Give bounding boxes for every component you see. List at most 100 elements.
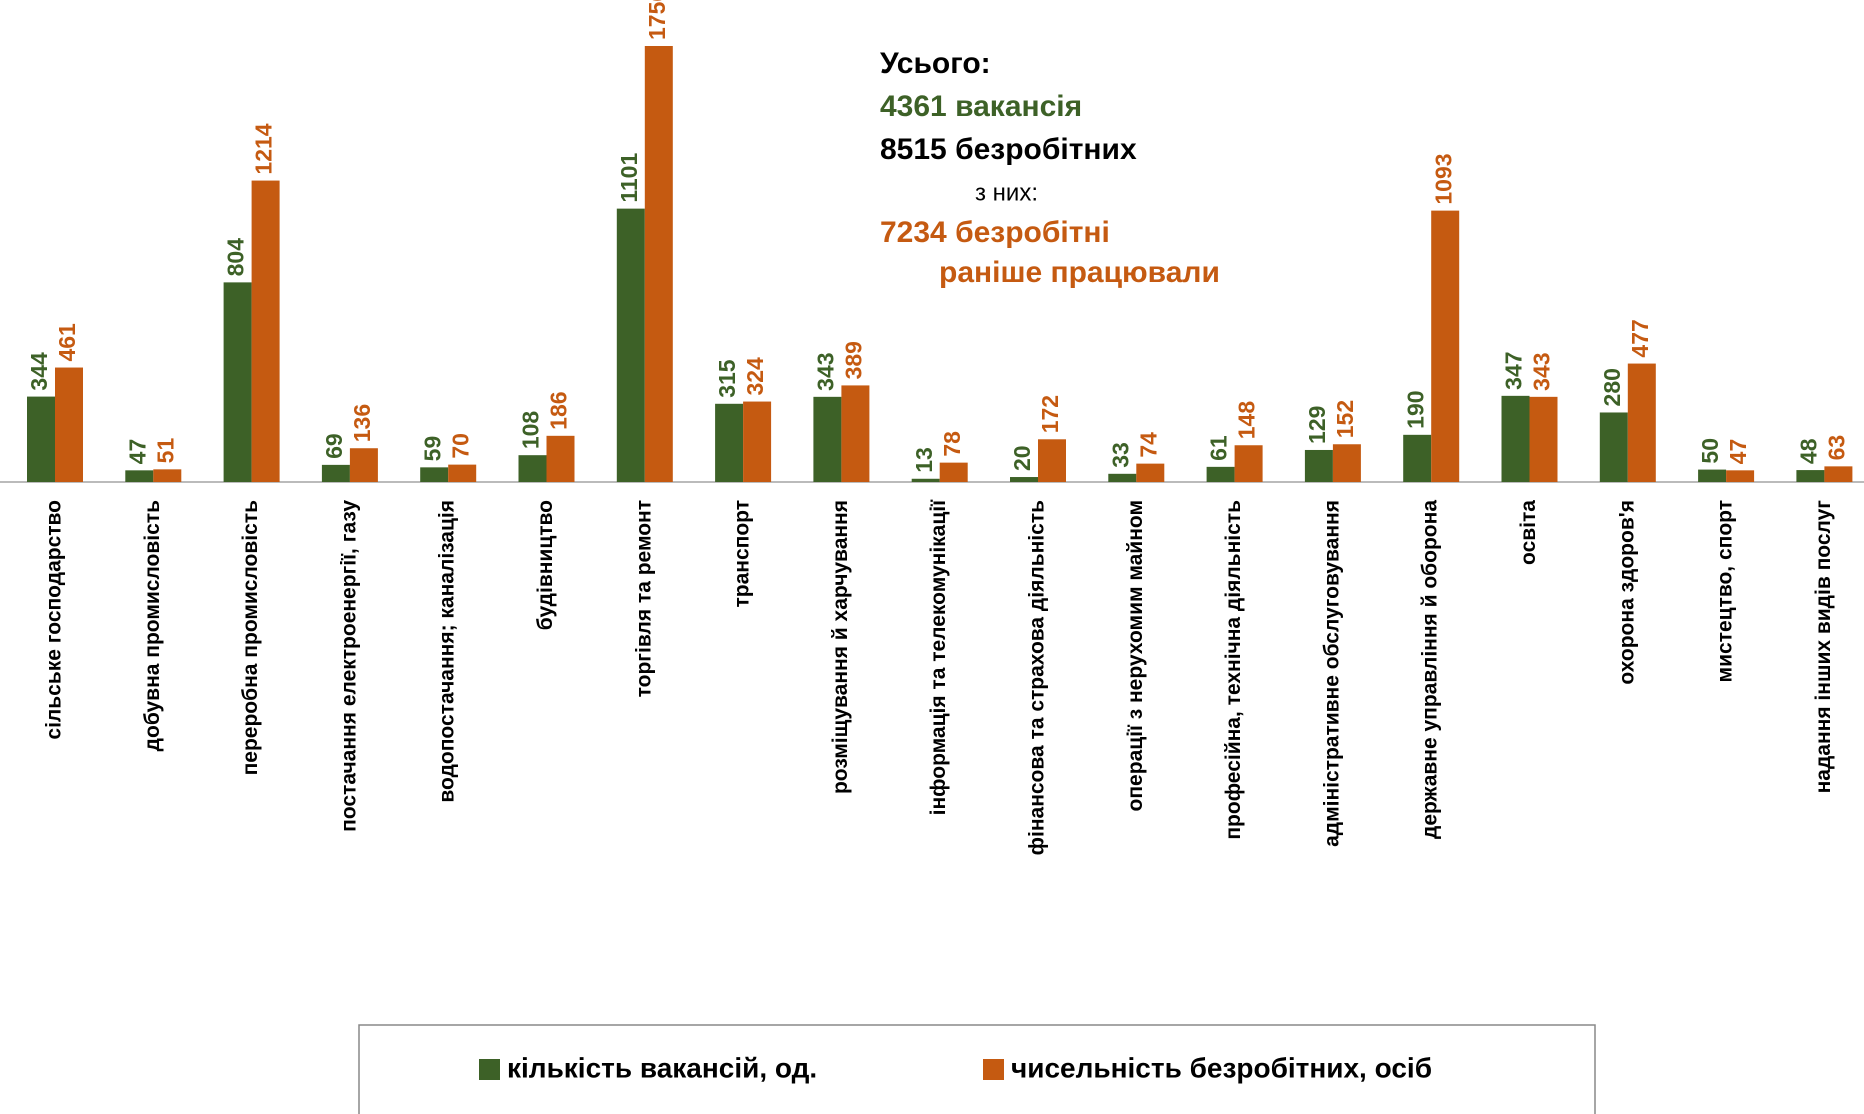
x-tick-label: постачання електроенергії, газу	[337, 500, 360, 832]
bar	[223, 282, 252, 482]
bar	[911, 478, 940, 482]
data-label: 324	[742, 357, 768, 396]
data-label: 1756	[644, 0, 670, 40]
bar	[1234, 445, 1263, 482]
data-label: 343	[1529, 352, 1555, 390]
annotation: 8515 безробітних	[880, 133, 1137, 166]
bar	[1332, 444, 1361, 482]
data-label: 47	[124, 439, 150, 465]
data-label: 1101	[616, 153, 642, 203]
bar	[27, 396, 55, 482]
bar	[1431, 210, 1460, 482]
bar	[153, 469, 182, 482]
bar	[1304, 449, 1333, 482]
bar	[125, 470, 154, 482]
data-label: 172	[1037, 395, 1063, 433]
x-tick-label: водопостачання; каналізація	[436, 500, 459, 803]
data-label: 61	[1206, 435, 1232, 461]
data-label: 47	[1725, 439, 1751, 465]
annotation: з них:	[975, 179, 1038, 206]
bar	[644, 46, 673, 482]
bar	[743, 401, 772, 482]
data-label: 315	[714, 359, 740, 398]
bar	[55, 367, 83, 482]
bar	[420, 467, 449, 482]
data-label: 186	[546, 391, 572, 429]
legend-label: кількість вакансій, од.	[507, 1052, 817, 1083]
legend-swatch	[479, 1059, 500, 1080]
data-label: 48	[1795, 438, 1821, 464]
bar	[1599, 412, 1628, 482]
data-label: 136	[349, 404, 375, 442]
data-label: 74	[1135, 432, 1161, 458]
x-tick-label: будівництво	[534, 500, 557, 630]
bar	[1108, 473, 1137, 482]
x-tick-label: професійна, технічна діяльність	[1222, 500, 1245, 840]
legend-box	[358, 1024, 1596, 1114]
x-tick-label: операції з нерухомим майном	[1124, 500, 1147, 811]
x-tick-label: освіта	[1517, 500, 1540, 565]
data-label: 20	[1009, 445, 1035, 471]
data-label: 477	[1627, 319, 1653, 357]
bar	[841, 385, 870, 482]
legend-swatch	[983, 1059, 1004, 1080]
bar	[715, 403, 744, 482]
bar	[1698, 469, 1727, 482]
data-label: 1214	[251, 123, 277, 174]
annotation: раніше працювали	[939, 256, 1220, 289]
x-tick-label: державне управління й оборона	[1419, 500, 1442, 839]
bar	[1038, 439, 1066, 482]
bar	[1206, 466, 1235, 482]
x-tick-label: добувна промисловість	[141, 500, 164, 751]
data-label: 50	[1697, 438, 1723, 464]
data-label: 344	[26, 352, 52, 391]
x-tick-label: інформація та телекомунікації	[927, 499, 950, 815]
bar	[546, 435, 575, 482]
data-label: 33	[1107, 442, 1133, 468]
bar	[321, 464, 350, 482]
bar	[813, 396, 842, 482]
x-tick-label: транспорт	[731, 500, 754, 608]
bar	[1501, 395, 1530, 482]
data-label: 804	[223, 238, 249, 277]
bar	[939, 462, 968, 482]
data-label: 63	[1823, 435, 1849, 461]
bar	[448, 464, 477, 482]
data-label: 78	[939, 431, 965, 457]
annotation: Усього:	[880, 47, 991, 80]
bar	[518, 455, 547, 482]
bar	[1726, 470, 1755, 482]
data-label: 148	[1234, 401, 1260, 440]
data-label: 108	[518, 411, 544, 450]
data-label: 69	[321, 433, 347, 459]
x-tick-label: адміністративне обслуговування	[1320, 500, 1343, 847]
data-label: 389	[840, 341, 866, 379]
x-tick-label: переробна промисловість	[239, 500, 262, 775]
x-tick-label: мистецтво, спорт	[1714, 500, 1737, 682]
bar	[1529, 396, 1558, 482]
data-label: 347	[1501, 351, 1527, 389]
data-label: 1093	[1430, 153, 1456, 204]
bar	[616, 208, 645, 482]
data-label: 152	[1332, 400, 1358, 438]
data-label: 70	[447, 433, 473, 459]
data-label: 280	[1599, 368, 1625, 406]
data-label: 59	[419, 436, 445, 462]
bar	[349, 448, 378, 482]
bar	[1796, 470, 1825, 482]
bar	[251, 180, 280, 482]
data-label: 129	[1304, 406, 1330, 444]
legend-label: чисельність безробітних, осіб	[1011, 1052, 1432, 1083]
bar	[1010, 477, 1038, 482]
x-tick-label: розміщування й харчування	[829, 500, 852, 794]
bar	[1403, 434, 1432, 482]
bar	[1136, 463, 1165, 482]
x-tick-label: фінансова та страхова діяльність	[1026, 500, 1049, 855]
data-label: 461	[54, 323, 80, 362]
x-tick-label: охорона здоров'я	[1615, 500, 1638, 685]
data-label: 190	[1402, 390, 1428, 428]
annotation: 4361 вакансія	[880, 90, 1082, 123]
x-tick-label: торгівля та ремонт	[632, 500, 655, 697]
data-label: 343	[812, 352, 838, 390]
